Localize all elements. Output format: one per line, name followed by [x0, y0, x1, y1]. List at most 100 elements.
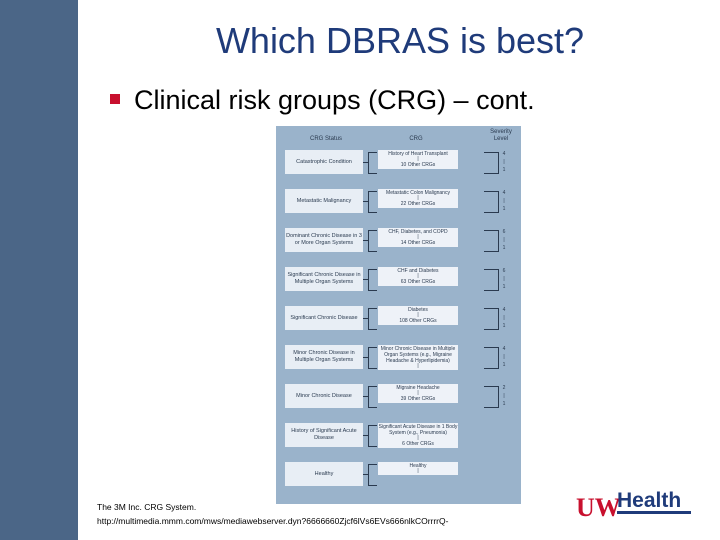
crg-bottom-label: 63 Other CRGs [400, 279, 436, 285]
crg-separator: | [417, 234, 419, 240]
crg-top-label: CHF and Diabetes [397, 268, 439, 274]
crg-separator: | [417, 390, 419, 396]
connector-line [363, 357, 368, 358]
left-bracket [368, 152, 377, 174]
connector-line [363, 396, 368, 397]
crg-box: Migraine Headache | 39 Other CRGs [378, 384, 458, 403]
severity-separator: | [503, 237, 505, 243]
crg-top-label: Diabetes [408, 307, 428, 313]
connector-line [363, 318, 368, 319]
severity-bottom: 1 [502, 401, 506, 407]
crg-top-label: CHF, Diabetes, and COPD [388, 229, 448, 235]
uw-health-logo: UW Health [576, 489, 691, 522]
left-accent-bar [0, 0, 78, 540]
right-bracket [484, 347, 499, 369]
crg-bottom-label: 6 Other CRGs [402, 441, 434, 447]
left-bracket [368, 347, 377, 369]
severity-levels: 4 | 1 [500, 306, 508, 330]
crg-top-label: Migraine Headache [396, 385, 440, 391]
crg-status-box: Significant Chronic Disease [285, 306, 363, 330]
crg-status-box: Significant Chronic Disease in Multiple … [285, 267, 363, 291]
crg-status-box: Healthy [285, 462, 363, 486]
crg-status-box: Dominant Chronic Disease in 3 or More Or… [285, 228, 363, 252]
left-bracket [368, 308, 377, 330]
crg-box: Diabetes | 108 Other CRGs [378, 306, 458, 325]
severity-top: 4 [502, 346, 506, 352]
connector-line [363, 201, 368, 202]
crg-bottom-label: 22 Other CRGs [400, 201, 436, 207]
severity-separator: | [503, 354, 505, 360]
right-bracket [484, 308, 499, 330]
right-bracket [484, 191, 499, 213]
connector-line [363, 240, 368, 241]
crg-system-figure: CRG Status CRG Severity Level Catastroph… [276, 126, 521, 504]
severity-levels: 6 | 1 [500, 267, 508, 291]
severity-bottom: 1 [502, 167, 506, 173]
crg-separator: | [417, 468, 419, 474]
crg-top-label: Metastatic Colon Malignancy [386, 190, 450, 196]
crg-box: CHF, Diabetes, and COPD | 14 Other CRGs [378, 228, 458, 247]
logo-underline [617, 511, 691, 514]
left-bracket [368, 386, 377, 408]
crg-status-box: Minor Chronic Disease in Multiple Organ … [285, 345, 363, 369]
left-bracket [368, 464, 377, 486]
left-bracket [368, 269, 377, 291]
crg-status-box: Minor Chronic Disease [285, 384, 363, 408]
crg-box: CHF and Diabetes | 63 Other CRGs [378, 267, 458, 286]
severity-top: 2 [502, 385, 506, 391]
severity-levels: 6 | 1 [500, 228, 508, 252]
header-crg-status: CRG Status [309, 136, 342, 142]
severity-levels: 4 | 1 [500, 345, 508, 369]
severity-top: 4 [502, 307, 506, 313]
crg-top-label: Healthy [409, 463, 427, 469]
severity-top: 4 [502, 190, 506, 196]
header-crg: CRG [409, 136, 423, 142]
severity-top: 4 [502, 151, 506, 157]
slide-title: Which DBRAS is best? [215, 20, 585, 61]
crg-bottom-label: 108 Other CRGs [399, 318, 437, 324]
crg-box: Minor Chronic Disease in Multiple Organ … [378, 345, 458, 370]
severity-separator: | [503, 276, 505, 282]
crg-separator: | [417, 273, 419, 279]
source-url[interactable]: http://multimedia.mmm.com/mws/mediawebse… [97, 516, 449, 526]
logo-uw-text: UW [576, 493, 621, 522]
crg-bottom-label: 10 Other CRGs [400, 162, 436, 168]
right-bracket [484, 269, 499, 291]
right-bracket [484, 152, 499, 174]
crg-top-label: History of Heart Transplant [388, 151, 448, 157]
severity-levels: 4 | 1 [500, 150, 508, 174]
crg-separator: | [417, 312, 419, 318]
crg-box: History of Heart Transplant | 10 Other CRG… [378, 150, 458, 169]
crg-top-label: Significant Acute Disease in 1 Body Syst… [378, 424, 458, 436]
left-bracket [368, 191, 377, 213]
severity-separator: | [503, 159, 505, 165]
severity-separator: | [503, 393, 505, 399]
connector-line [363, 162, 368, 163]
severity-bottom: 1 [502, 323, 506, 329]
severity-top: 6 [502, 229, 506, 235]
severity-bottom: 1 [502, 206, 506, 212]
connector-line [363, 474, 368, 475]
crg-box: Healthy | [378, 462, 458, 475]
crg-box: Significant Acute Disease in 1 Body Syst… [378, 423, 458, 448]
square-bullet-icon [110, 93, 120, 104]
severity-levels: 4 | 1 [500, 189, 508, 213]
crg-bottom-label: 39 Other CRGs [400, 396, 436, 402]
left-bracket [368, 230, 377, 252]
severity-bottom: 1 [502, 284, 506, 290]
severity-bottom: 1 [502, 245, 506, 251]
header-severity-level: Severity Level [490, 129, 512, 142]
bullet-item: Clinical risk groups (CRG) – cont. [110, 85, 535, 116]
severity-separator: | [503, 198, 505, 204]
crg-box: Metastatic Colon Malignancy | 22 Other CRG… [378, 189, 458, 208]
crg-status-box: Metastatic Malignancy [285, 189, 363, 213]
crg-status-box: Catastrophic Condition [285, 150, 363, 174]
crg-separator: | [417, 195, 419, 201]
left-bracket [368, 425, 377, 447]
connector-line [363, 279, 368, 280]
crg-status-box: History of Significant Acute Disease [285, 423, 363, 447]
severity-top: 6 [502, 268, 506, 274]
source-citation: The 3M Inc. CRG System. [97, 502, 197, 512]
severity-separator: | [503, 315, 505, 321]
connector-line [363, 435, 368, 436]
